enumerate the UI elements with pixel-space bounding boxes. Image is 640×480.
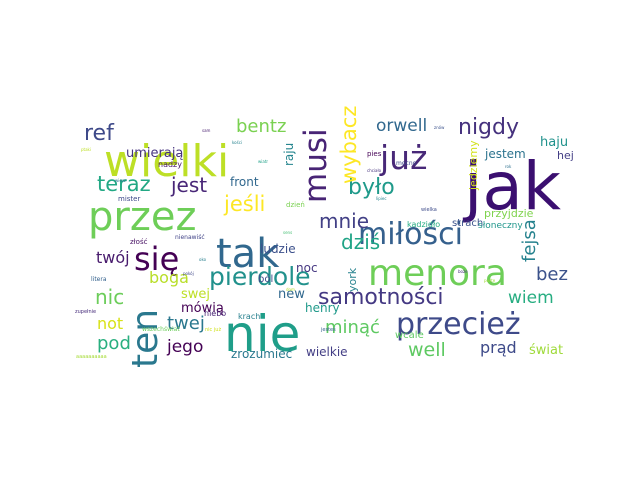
cloud-word: złość xyxy=(130,238,148,246)
cloud-word: bentz xyxy=(236,116,287,137)
cloud-word: hej xyxy=(557,149,574,162)
cloud-word: teraz xyxy=(97,172,151,196)
cloud-word: raju xyxy=(282,142,296,166)
cloud-word: samotności xyxy=(318,285,444,310)
cloud-word: musi xyxy=(298,128,334,203)
cloud-word: ludzie xyxy=(260,242,296,256)
cloud-word: dziś xyxy=(341,230,381,254)
cloud-word: fejsa xyxy=(519,219,540,262)
cloud-word: jestem xyxy=(485,147,526,161)
cloud-word: prąd xyxy=(480,338,517,357)
cloud-word: ref xyxy=(84,121,114,146)
cloud-word: tak xyxy=(216,231,280,277)
cloud-word: york xyxy=(346,267,359,292)
cloud-word: nigdy xyxy=(458,115,520,140)
cloud-word: umierają xyxy=(126,146,184,161)
cloud-word: wiesz xyxy=(115,178,127,183)
cloud-word: pod xyxy=(97,333,131,354)
cloud-word: się xyxy=(134,240,180,278)
cloud-word: mówią xyxy=(181,301,224,316)
cloud-word: oko xyxy=(199,257,207,262)
cloud-word: henry xyxy=(305,301,340,315)
cloud-word: menora xyxy=(368,253,507,294)
cloud-word: jego xyxy=(167,337,204,357)
cloud-word: minąć xyxy=(325,317,380,338)
cloud-word: pierdole xyxy=(209,262,311,291)
cloud-word: boże xyxy=(458,269,468,274)
cloud-word: dom xyxy=(286,287,295,292)
cloud-word: niebo xyxy=(204,309,227,318)
cloud-word: nienawiść xyxy=(175,234,205,241)
cloud-word: kości xyxy=(232,140,243,145)
cloud-word: mocno xyxy=(396,160,417,167)
cloud-word: jak xyxy=(464,148,562,225)
cloud-word: aaaaaaaaaa xyxy=(76,354,107,360)
cloud-word: lipiec xyxy=(376,196,387,201)
cloud-word: noc xyxy=(296,261,318,275)
cloud-word: mister xyxy=(118,195,141,203)
cloud-word: nie xyxy=(224,305,301,363)
cloud-word: przecież xyxy=(396,307,521,342)
cloud-word: litera xyxy=(91,276,107,283)
cloud-word: krach xyxy=(238,312,261,321)
cloud-word: rok xyxy=(505,164,512,169)
cloud-word: zupełnie xyxy=(75,309,97,315)
cloud-word: new xyxy=(278,287,305,302)
cloud-word: dzień xyxy=(286,201,305,209)
cloud-word: jedziemy xyxy=(467,140,480,190)
cloud-word: bez xyxy=(536,264,568,285)
cloud-word: boga xyxy=(149,268,189,287)
cloud-word: mnie xyxy=(319,209,370,233)
cloud-word: jeśli xyxy=(224,192,266,216)
cloud-word: jesteś xyxy=(321,327,336,333)
cloud-word: jest xyxy=(171,173,208,197)
cloud-word: wszechświat xyxy=(142,326,180,333)
cloud-word: sam xyxy=(202,128,211,133)
cloud-word: zrozumieć xyxy=(231,347,293,361)
cloud-word: znów xyxy=(434,125,445,130)
cloud-word: puste xyxy=(484,278,496,283)
cloud-word: wielka xyxy=(421,207,437,213)
cloud-word: ból xyxy=(258,274,274,285)
cloud-word: było xyxy=(348,175,395,200)
cloud-word: twej xyxy=(167,313,205,334)
cloud-word: ten xyxy=(125,308,166,368)
cloud-word: sens xyxy=(283,230,293,235)
cloud-word: pokój xyxy=(183,271,194,276)
cloud-word: twój xyxy=(96,248,130,267)
cloud-word: ptaki xyxy=(81,147,91,152)
cloud-word: haju xyxy=(540,135,569,150)
cloud-word: już xyxy=(380,138,428,177)
cloud-word: nadzy xyxy=(158,160,182,169)
cloud-word: przyjdzie xyxy=(484,207,534,220)
cloud-word: nic xyxy=(95,285,125,309)
cloud-word: kadzidło xyxy=(407,220,441,229)
cloud-word: wiatr xyxy=(258,159,269,164)
cloud-word: nic już xyxy=(205,327,222,333)
cloud-word: strach xyxy=(452,218,484,229)
cloud-word: swej xyxy=(181,287,211,302)
cloud-word: przez xyxy=(88,194,197,240)
cloud-word: wielki xyxy=(104,136,230,187)
cloud-word: not xyxy=(97,314,124,333)
cloud-word: słoneczny xyxy=(478,221,523,231)
cloud-word: orwell xyxy=(376,116,428,136)
cloud-word: wiem xyxy=(508,288,554,308)
cloud-word: świat xyxy=(529,343,564,358)
cloud-word: pies xyxy=(367,150,382,158)
cloud-word: wcale xyxy=(395,330,424,341)
cloud-word: well xyxy=(408,339,446,361)
cloud-word: chciało xyxy=(367,168,382,173)
cloud-word: miłości xyxy=(358,217,463,252)
cloud-word: wybacz xyxy=(337,105,361,184)
cloud-word: front xyxy=(230,175,259,189)
cloud-word: wielkie xyxy=(306,345,348,359)
